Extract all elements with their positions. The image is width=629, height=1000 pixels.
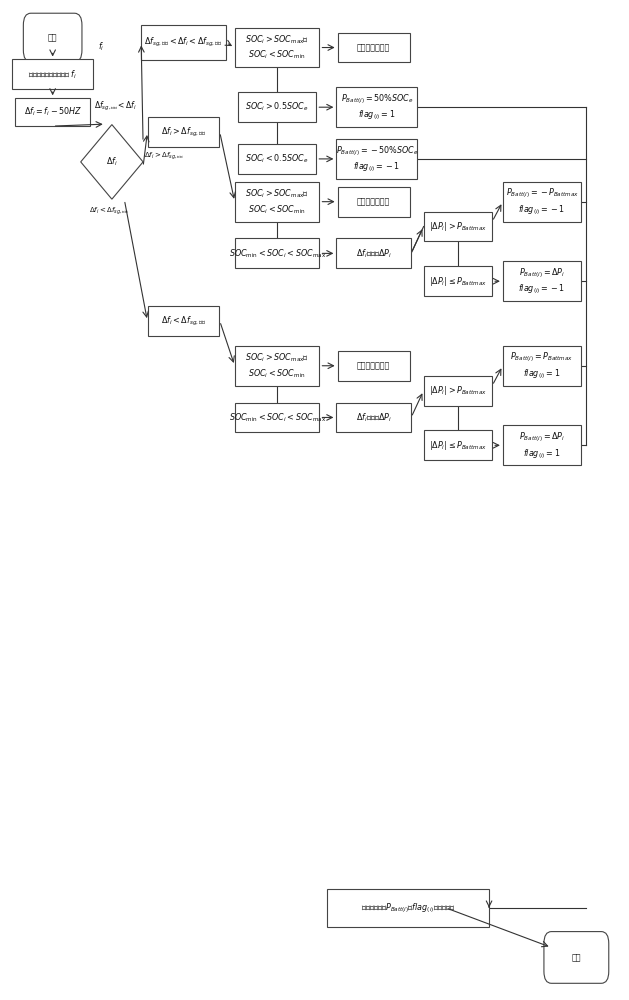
FancyBboxPatch shape [327, 889, 489, 927]
Text: $f_i$: $f_i$ [97, 41, 104, 53]
Text: $SOC_i > SOC_{\max}$或
$SOC_i < SOC_{\min}$: $SOC_i > SOC_{\max}$或 $SOC_i < SOC_{\min… [245, 352, 309, 380]
Text: $SOC_{\min} < SOC_i < SOC_{\max}$: $SOC_{\min} < SOC_i < SOC_{\max}$ [228, 411, 326, 424]
Text: $|\Delta P_i| \leq P_{Battmax}$: $|\Delta P_i| \leq P_{Battmax}$ [429, 275, 487, 288]
FancyBboxPatch shape [337, 139, 418, 179]
Text: 发送控制指令$P_{Batt(i)}$和$flag_{(i)}$给储能系统: 发送控制指令$P_{Batt(i)}$和$flag_{(i)}$给储能系统 [361, 901, 455, 915]
FancyBboxPatch shape [148, 117, 220, 147]
Text: $P_{Batt(i)} = -P_{Battmax}$
$flag_{(i)} = -1$: $P_{Batt(i)} = -P_{Battmax}$ $flag_{(i)}… [506, 186, 579, 217]
Text: $|\Delta P_i| \leq P_{Battmax}$: $|\Delta P_i| \leq P_{Battmax}$ [429, 439, 487, 452]
Text: 实时采集电网频率数据 $f_i$: 实时采集电网频率数据 $f_i$ [28, 68, 77, 81]
Polygon shape [81, 125, 143, 199]
FancyBboxPatch shape [12, 59, 93, 89]
Text: $\Delta f_{sg,\text{下限}} < \Delta f_i$: $\Delta f_{sg,\text{下限}} < \Delta f_i$ [94, 100, 137, 113]
FancyBboxPatch shape [337, 238, 411, 268]
Text: 开始: 开始 [48, 33, 57, 42]
Text: $\Delta f_i = f_i - 50HZ$: $\Delta f_i = f_i - 50HZ$ [23, 106, 82, 118]
FancyBboxPatch shape [235, 403, 319, 432]
Text: $P_{Batt(i)} = \Delta P_i$
$flag_{(i)} = -1$: $P_{Batt(i)} = \Delta P_i$ $flag_{(i)} =… [518, 266, 565, 296]
Text: $SOC_i > 0.5SOC_e$: $SOC_i > 0.5SOC_e$ [245, 101, 309, 113]
Text: $P_{Batt(i)} = P_{Battmax}$
$flag_{(i)} = 1$: $P_{Batt(i)} = P_{Battmax}$ $flag_{(i)} … [511, 351, 574, 381]
Text: $SOC_i > SOC_{\max}$或
$SOC_i < SOC_{\min}$: $SOC_i > SOC_{\max}$或 $SOC_i < SOC_{\min… [245, 188, 309, 216]
FancyBboxPatch shape [235, 346, 319, 386]
FancyBboxPatch shape [544, 932, 609, 983]
Text: $|\Delta P_i| > P_{Battmax}$: $|\Delta P_i| > P_{Battmax}$ [429, 384, 487, 397]
Text: $\Delta f_{sg,\text{下限}} < \Delta f_i < \Delta f_{sg,\text{上限}}$: $\Delta f_{sg,\text{下限}} < \Delta f_i < … [144, 36, 223, 49]
Text: $\Delta f_i$换算成$\Delta P_i$: $\Delta f_i$换算成$\Delta P_i$ [356, 411, 392, 424]
FancyBboxPatch shape [238, 144, 316, 174]
Text: $SOC_i < 0.5SOC_e$: $SOC_i < 0.5SOC_e$ [245, 153, 309, 165]
Text: $P_{Batt(i)} = -50\%SOC_e$
$flag_{(i)} = -1$: $P_{Batt(i)} = -50\%SOC_e$ $flag_{(i)} =… [336, 144, 418, 174]
FancyBboxPatch shape [423, 376, 492, 406]
FancyBboxPatch shape [15, 98, 90, 126]
Text: $SOC_{\min} < SOC_i < SOC_{\max}$: $SOC_{\min} < SOC_i < SOC_{\max}$ [228, 247, 326, 260]
FancyBboxPatch shape [503, 261, 581, 301]
FancyBboxPatch shape [235, 182, 319, 222]
FancyBboxPatch shape [423, 266, 492, 296]
FancyBboxPatch shape [338, 351, 409, 381]
Text: $P_{Batt(i)} = 50\%SOC_e$
$flag_{(i)} = 1$: $P_{Batt(i)} = 50\%SOC_e$ $flag_{(i)} = … [341, 92, 413, 122]
FancyBboxPatch shape [337, 87, 418, 127]
Text: 储能系统不动作: 储能系统不动作 [357, 197, 391, 206]
Text: $\Delta f_i$: $\Delta f_i$ [106, 156, 118, 168]
FancyBboxPatch shape [503, 346, 581, 386]
FancyBboxPatch shape [23, 13, 82, 62]
FancyBboxPatch shape [142, 25, 226, 60]
Text: $|\Delta P_i| > P_{Battmax}$: $|\Delta P_i| > P_{Battmax}$ [429, 220, 487, 233]
Text: $P_{Batt(i)} = \Delta P_i$
$flag_{(i)} = 1$: $P_{Batt(i)} = \Delta P_i$ $flag_{(i)} =… [519, 430, 565, 461]
Text: 储能系统不动作: 储能系统不动作 [357, 43, 391, 52]
FancyBboxPatch shape [238, 92, 316, 122]
Text: $\Delta f_i > \Delta f_{sg,\text{上限}}$: $\Delta f_i > \Delta f_{sg,\text{上限}}$ [161, 126, 206, 139]
FancyBboxPatch shape [235, 28, 319, 67]
FancyBboxPatch shape [338, 33, 409, 62]
Text: $\Delta f_i$换算成$\Delta P_i$: $\Delta f_i$换算成$\Delta P_i$ [356, 247, 392, 260]
Text: $SOC_i > SOC_{\max}$或
$SOC_i < SOC_{\min}$: $SOC_i > SOC_{\max}$或 $SOC_i < SOC_{\min… [245, 34, 309, 61]
Text: $\Delta f_i > \Delta f_{sg,\text{上限}}$: $\Delta f_i > \Delta f_{sg,\text{上限}}$ [144, 150, 184, 162]
Text: 储能系统不动作: 储能系统不动作 [357, 361, 391, 370]
FancyBboxPatch shape [423, 212, 492, 241]
FancyBboxPatch shape [503, 182, 581, 222]
FancyBboxPatch shape [503, 425, 581, 465]
FancyBboxPatch shape [423, 430, 492, 460]
FancyBboxPatch shape [337, 403, 411, 432]
FancyBboxPatch shape [148, 306, 220, 336]
Text: 结束: 结束 [572, 953, 581, 962]
Text: $\Delta f_i < \Delta f_{sg,\text{下限}}$: $\Delta f_i < \Delta f_{sg,\text{下限}}$ [161, 314, 206, 328]
FancyBboxPatch shape [338, 187, 409, 217]
Text: $\Delta f_i < \Delta f_{sg,\text{下限}}$: $\Delta f_i < \Delta f_{sg,\text{下限}}$ [89, 206, 129, 217]
FancyBboxPatch shape [235, 238, 319, 268]
